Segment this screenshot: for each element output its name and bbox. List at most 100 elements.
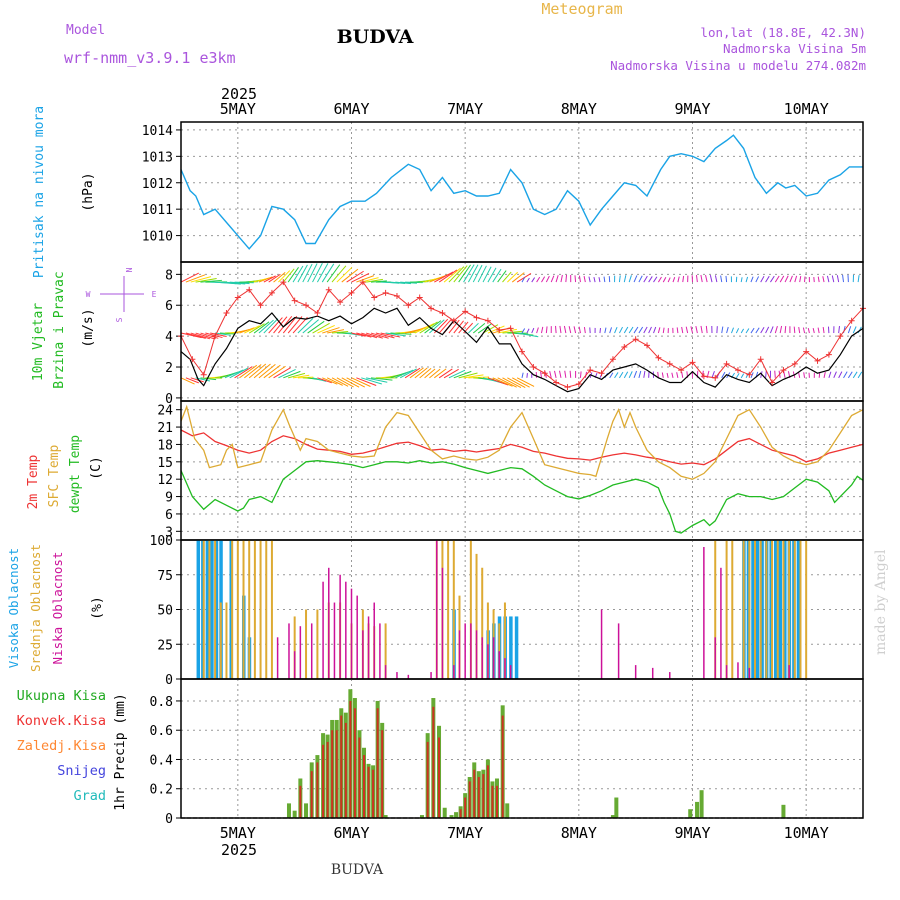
wind-arrow [356, 377, 377, 386]
wind-arrow [429, 319, 445, 334]
wind-gust-marker [473, 314, 480, 321]
wind-arrow [721, 326, 724, 334]
wind-arrow [836, 275, 840, 283]
wind-arrow [526, 372, 528, 378]
precip-ytick-label: 0.2 [150, 783, 173, 798]
wind-arrow [822, 276, 825, 283]
wind-arrow [731, 327, 734, 334]
wind-arrow [351, 377, 371, 387]
wind-arrow [623, 275, 627, 283]
cloud-bar-high [210, 540, 214, 679]
wind-arrow [239, 364, 258, 379]
wind-arrow [681, 326, 684, 334]
wind-arrow [604, 327, 607, 334]
wind-arrow [502, 271, 512, 283]
wind-arrow [507, 271, 519, 283]
wind-arrow [331, 377, 349, 387]
wind-arrow [653, 276, 658, 283]
compass-w: W [86, 290, 91, 299]
wind-arrow [521, 328, 526, 334]
wind-arrow [263, 275, 276, 283]
wind-arrow [399, 368, 417, 379]
wind-arrow [366, 278, 383, 283]
precip-bar-conv [316, 762, 319, 818]
wind-arrow [341, 377, 360, 388]
day-label-top: 6MAY [333, 100, 369, 118]
wind-arrow [760, 327, 765, 334]
wind-arrow [555, 275, 559, 283]
wind-arrow [224, 281, 246, 285]
cloud-bar-high [214, 540, 219, 679]
wind-gust-marker [564, 384, 571, 391]
wind-arrow [657, 371, 659, 378]
wind-arrow [563, 325, 567, 334]
pressure-line [180, 134, 863, 250]
wind-arrow [316, 263, 329, 283]
precip-bar-conv [326, 741, 329, 818]
wind-arrow [857, 371, 863, 379]
precip-bar-conv [486, 765, 489, 818]
wind-arrow [419, 367, 432, 379]
wind-arrow [190, 276, 212, 283]
wind-compass-icon: W E N S [86, 268, 157, 323]
wind-arrow [185, 377, 199, 384]
wind-arrow [273, 272, 286, 283]
wind-arrow [690, 326, 693, 334]
wind-arrow [745, 276, 749, 283]
precip-bar-total [688, 809, 693, 818]
wind-ytick-label: 0 [165, 392, 173, 407]
wind-arrow [545, 275, 550, 283]
pressure-frame [180, 121, 864, 263]
wind-arrow [327, 329, 345, 334]
wind-arrow [370, 377, 393, 381]
wind-gust-marker [416, 294, 423, 301]
precip-bar-total [292, 810, 297, 818]
wind-arrow [549, 370, 552, 378]
wind-arrow [292, 316, 308, 334]
precip-legend-item: Zaledj.Kisa [17, 738, 106, 754]
wind-arrow [185, 274, 206, 283]
wind-arrow [765, 370, 767, 378]
precip-bar-conv [464, 797, 467, 818]
wind-arrow [287, 316, 303, 334]
wind-arrow [463, 374, 484, 379]
wind-arrow [190, 377, 204, 383]
day-label-top: 10MAY [784, 100, 829, 118]
wind-arrow [244, 364, 262, 379]
wind-arrow [302, 263, 313, 283]
cloud-unit: (%) [90, 596, 105, 619]
wind-gust-marker [268, 289, 275, 296]
wind-arrows [180, 263, 863, 389]
wind-arrow [258, 319, 274, 334]
wind-arrow [180, 377, 195, 385]
wind-gust-marker [393, 292, 400, 299]
wind-arrow [282, 268, 295, 283]
wind-arrow [526, 328, 530, 334]
wind-gust-marker [621, 343, 628, 350]
wind-arrow [709, 275, 713, 283]
wind-arrow [847, 326, 852, 334]
wind-arrow [448, 319, 460, 334]
wind-arrow [312, 377, 327, 382]
day-label-top: 5MAY [220, 100, 256, 118]
wind-arrow [843, 371, 848, 379]
precip-bar-conv [331, 730, 334, 818]
wind-gust-marker [644, 342, 651, 349]
precip-bar-total [304, 803, 309, 818]
wind-arrow [628, 371, 633, 379]
precip-bar-conv [501, 715, 504, 818]
wind-arrow [623, 326, 629, 334]
wind-arrow [633, 370, 638, 379]
wind-arrow [774, 370, 776, 378]
wind-arrow [351, 332, 366, 337]
wind-arrow [603, 276, 606, 283]
precip-bar-conv [367, 766, 370, 818]
wind-arrow [638, 326, 644, 334]
precip-bar-total [610, 815, 615, 818]
wind-arrow [593, 276, 596, 283]
wind-arrow [467, 264, 479, 283]
wind-gust-marker [803, 348, 810, 355]
wind-gust-marker [439, 309, 446, 316]
wind-arrow [297, 317, 314, 334]
wind-gust-marker [382, 289, 389, 296]
